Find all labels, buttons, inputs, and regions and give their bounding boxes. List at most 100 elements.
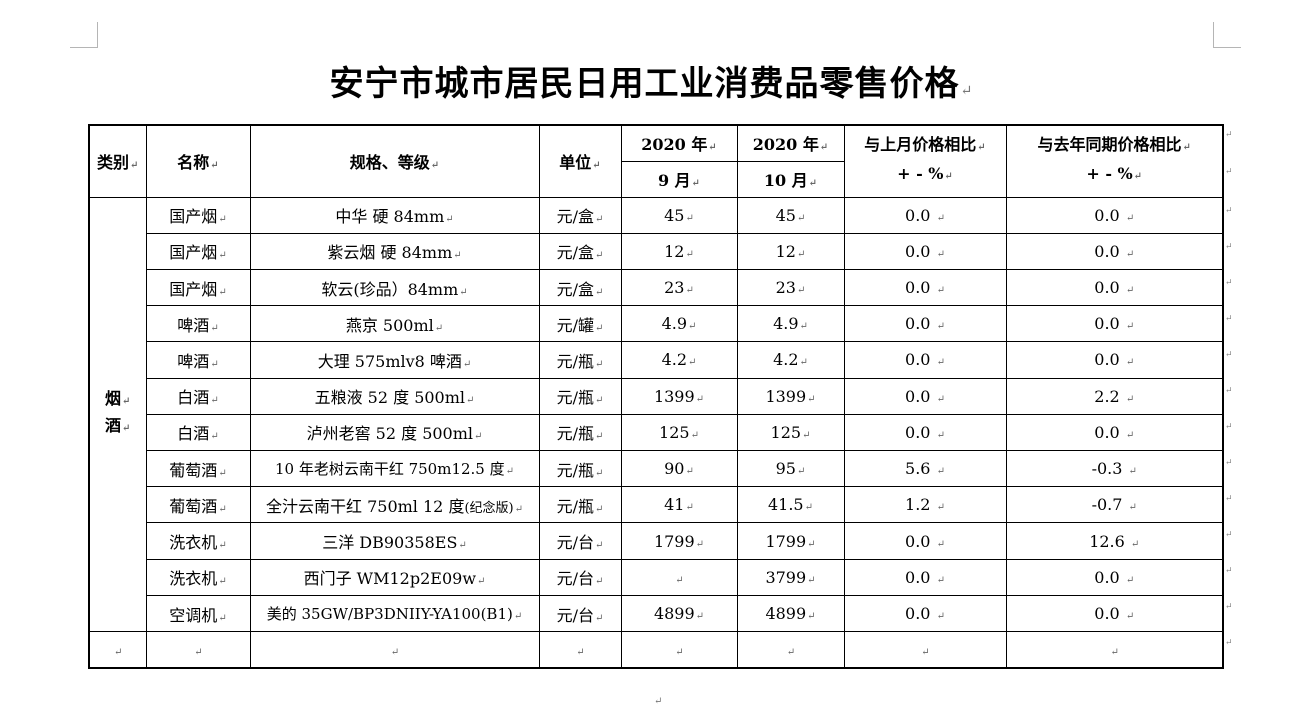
unit-cell: 元/台↵ — [538, 522, 622, 560]
paragraph-mark: ↵ — [218, 250, 227, 262]
page-corner-mark-top-left — [70, 22, 98, 48]
price-sep-cell: 12↵ — [620, 232, 738, 270]
paragraph-mark: ↵ — [802, 429, 811, 441]
empty-cell: ↵ — [249, 631, 540, 669]
yoy-change-cell: 0.0 ↵ — [1005, 196, 1224, 234]
paragraph-mark: ↵ — [505, 466, 515, 478]
row-end-mark: ↵ — [1225, 278, 1233, 288]
yoy-change-cell: 0.0 ↵ — [1005, 594, 1224, 633]
paragraph-mark: ↵ — [210, 322, 219, 334]
name-cell: 白酒↵ — [145, 413, 251, 452]
paragraph-mark: ↵ — [1125, 357, 1135, 369]
paragraph-mark: ↵ — [1125, 611, 1135, 623]
paragraph-mark: ↵ — [936, 212, 945, 224]
paragraph-mark: ↵ — [595, 540, 604, 552]
paragraph-mark: ↵ — [688, 321, 697, 333]
spec-cell: 泸州老窖 52 度 500ml↵ — [249, 413, 540, 452]
unit-cell: 元/台↵ — [538, 594, 622, 633]
paragraph-mark: ↵ — [936, 285, 945, 297]
paragraph-mark: ↵ — [936, 393, 945, 405]
name-cell: 啤酒↵ — [145, 305, 251, 343]
header-year-sep: 2020 年↵ — [620, 124, 738, 162]
paragraph-mark: ↵ — [1128, 466, 1137, 478]
paragraph-mark: ↵ — [936, 357, 945, 369]
row-end-mark: ↵ — [1225, 314, 1233, 324]
empty-cell: ↵ — [538, 631, 622, 669]
spec-cell: 全汁云南干红 750ml 12 度(纪念版)↵ — [249, 486, 540, 524]
price-oct-cell: 4.2↵ — [736, 341, 845, 379]
paragraph-mark: ↵ — [799, 357, 808, 369]
table-row: 啤酒↵ 燕京 500ml↵ 元/罐↵ 4.9↵ 4.9↵ 0.0 ↵ 0.0 ↵ — [89, 305, 1224, 343]
price-oct-cell: 1799↵ — [736, 522, 845, 560]
header-year-oct: 2020 年↵ — [736, 124, 845, 162]
paragraph-mark: ↵ — [1125, 212, 1135, 224]
price-sep-cell: ↵ — [620, 558, 738, 596]
mom-change-cell: 0.0 ↵ — [843, 232, 1007, 270]
paragraph-mark: ↵ — [685, 248, 694, 260]
paragraph-mark: ↵ — [210, 431, 219, 443]
price-sep-cell: 4899↵ — [620, 594, 738, 633]
header-category: 类别↵ — [88, 124, 147, 198]
name-cell: 洗衣机↵ — [145, 558, 251, 596]
row-end-mark: ↵ — [1225, 566, 1233, 576]
paragraph-mark: ↵ — [458, 540, 467, 552]
unit-cell: 元/瓶↵ — [538, 450, 622, 488]
empty-cell: ↵ — [88, 631, 147, 669]
empty-cell: ↵ — [620, 631, 738, 669]
spec-cell: 燕京 500ml↵ — [249, 305, 540, 343]
empty-row: ↵ ↵ ↵ ↵ ↵ ↵ ↵ ↵ — [88, 631, 1224, 669]
paragraph-mark: ↵ — [218, 540, 227, 552]
mom-change-cell: 0.0 ↵ — [843, 305, 1007, 343]
price-oct-cell: 45↵ — [736, 196, 845, 234]
name-cell: 空调机↵ — [145, 594, 251, 633]
paragraph-mark: ↵ — [595, 250, 604, 262]
table-row: 空调机↵ 美的 35GW/BP3DNIIY-YA100(B1)↵ 元/台↵ 4899↵… — [89, 594, 1224, 633]
paragraph-mark: ↵ — [218, 467, 227, 479]
spec-cell: 10 年老树云南干红 750m12.5 度↵ — [249, 450, 540, 488]
row-end-mark: ↵ — [1225, 206, 1233, 216]
header-month-sep: 9 月↵ — [620, 160, 738, 198]
price-table: 类别↵ 名称↵ 规格、等级↵ 单位↵ 2020 年↵ 2020 年↵ 与上月价格… — [88, 124, 1224, 669]
paragraph-mark: ↵ — [595, 322, 604, 334]
table-row: 国产烟↵ 软云(珍品）84mm↵ 元/盒↵ 23↵ 23↵ 0.0 ↵ 0.0 ↵ — [89, 268, 1224, 307]
price-oct-cell: 41.5↵ — [736, 486, 845, 524]
mom-change-cell: 1.2 ↵ — [843, 486, 1007, 524]
row-end-mark: ↵ — [1225, 167, 1233, 177]
price-sep-cell: 125↵ — [620, 413, 738, 452]
mom-change-cell: 5.6 ↵ — [843, 450, 1007, 488]
table-row: 白酒↵ 泸州老窖 52 度 500ml↵ 元/瓶↵ 125↵ 125↵ 0.0 ↵ 0.0 … — [89, 413, 1224, 452]
price-oct-cell: 23↵ — [736, 268, 845, 307]
spec-cell: 西门子 WM12p2E09w↵ — [249, 558, 540, 596]
paragraph-mark: ↵ — [796, 212, 806, 224]
paragraph-mark: ↵ — [210, 358, 219, 370]
paragraph-mark: ↵ — [807, 538, 816, 550]
paragraph-mark: ↵ — [595, 286, 604, 298]
name-cell: 葡萄酒↵ — [145, 450, 251, 488]
name-cell: 白酒↵ — [145, 377, 251, 415]
header-row-months: 9 月↵ 10 月↵ — [89, 160, 1223, 198]
yoy-change-cell: 0.0 ↵ — [1005, 413, 1224, 452]
table-row: 国产烟↵ 紫云烟 硬 84mm↵ 元/盒↵ 12↵ 12↵ 0.0 ↵ 0.0 ↵ — [89, 232, 1224, 270]
yoy-change-cell: 2.2 ↵ — [1005, 377, 1224, 415]
paragraph-mark: ↵ — [807, 393, 816, 405]
paragraph-mark: ↵ — [796, 285, 806, 297]
name-cell: 啤酒↵ — [145, 341, 251, 379]
paragraph-mark: ↵ — [685, 212, 694, 224]
paragraph-mark: ↵ — [218, 214, 227, 226]
row-end-mark: ↵ — [1225, 638, 1233, 648]
paragraph-mark: ↵ — [1125, 321, 1135, 333]
table-row: 葡萄酒↵ 全汁云南干红 750ml 12 度(纪念版)↵ 元/瓶↵ 41↵ 41.5↵ 1… — [89, 486, 1224, 524]
price-sep-cell: 4.2↵ — [620, 341, 738, 379]
paragraph-mark: ↵ — [936, 502, 945, 514]
mom-change-cell: 0.0 ↵ — [843, 413, 1007, 452]
paragraph-mark: ↵ — [936, 248, 945, 260]
yoy-change-cell: 0.0 ↵ — [1005, 305, 1224, 343]
yoy-change-cell: 0.0 ↵ — [1005, 232, 1224, 270]
name-cell: 葡萄酒↵ — [145, 486, 251, 524]
yoy-change-cell: 0.0 ↵ — [1005, 558, 1224, 596]
paragraph-mark: ↵ — [695, 393, 705, 405]
document-title: 安宁市城市居民日用工业消费品零售价格↵ — [0, 62, 1303, 113]
paragraph-mark: ↵ — [675, 574, 684, 586]
paragraph-mark: ↵ — [807, 611, 816, 623]
paragraph-mark: ↵ — [434, 322, 444, 334]
